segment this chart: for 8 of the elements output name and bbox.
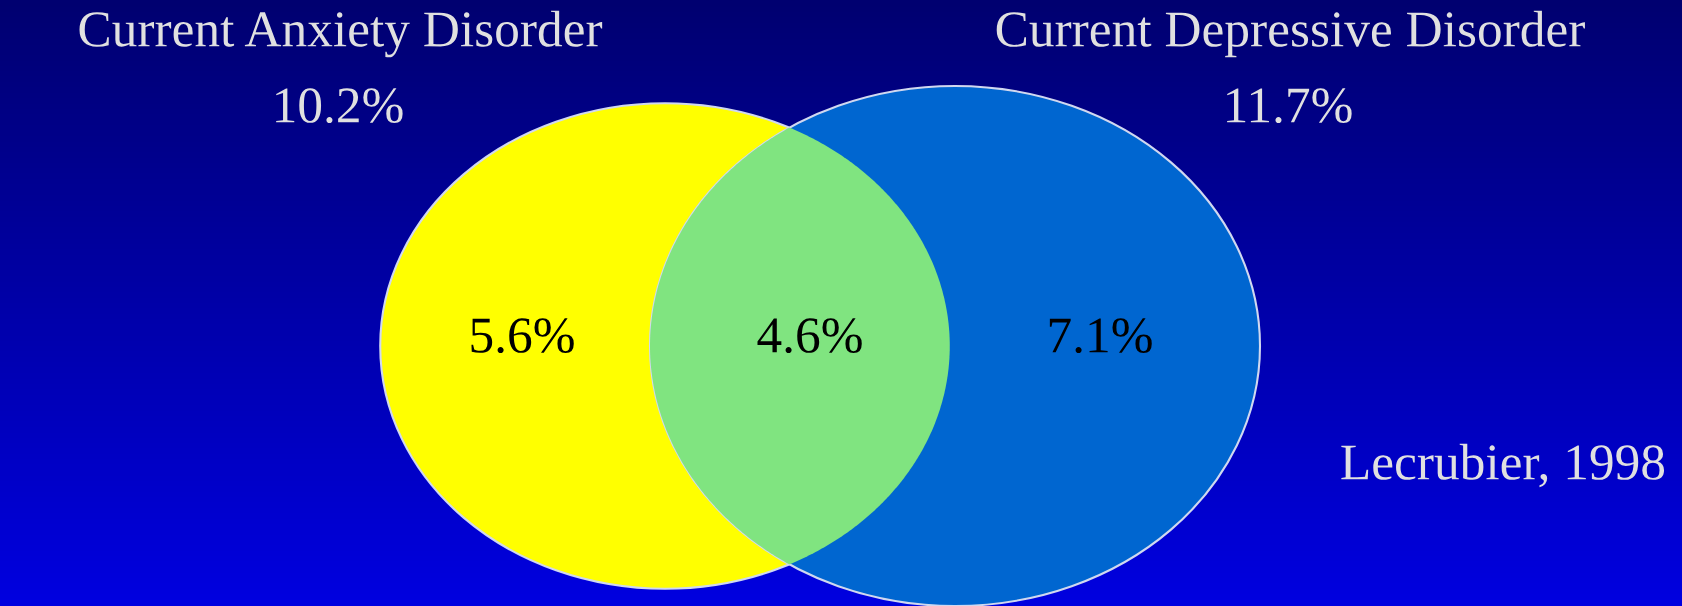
text: 7.1% <box>1049 318 1152 354</box>
text: 5.6% <box>471 318 574 354</box>
text: 4.6% <box>757 318 862 354</box>
data-label: 10.2% <box>276 88 403 124</box>
category-label: Current Depressive Disorder <box>996 10 1585 58</box>
text: Lecrubier, 1998 <box>1341 443 1665 488</box>
category-label: Current Anxiety Disorder <box>79 10 603 58</box>
data-label: 11.7% <box>1227 88 1352 124</box>
